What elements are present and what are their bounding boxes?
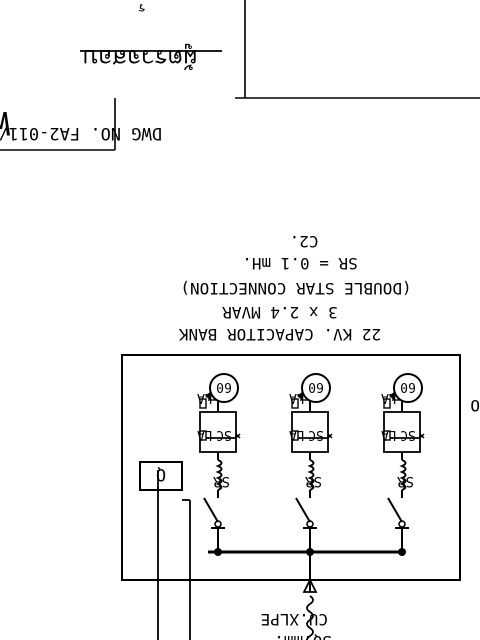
arrester-icon bbox=[199, 430, 207, 441]
title-block: ผู้ตรวจสอบ ร W/ DWG NO. FA2-011/63070 bbox=[0, 0, 480, 151]
arrow-icon bbox=[205, 392, 210, 400]
cable-type: CU.XLPE bbox=[261, 610, 328, 629]
arrester-icon bbox=[199, 398, 207, 409]
capacitor-label: SC bbox=[400, 427, 416, 442]
bank-enclosure bbox=[121, 354, 461, 581]
relay-label: Q bbox=[156, 464, 166, 484]
cable-size: SQ.mm. bbox=[274, 632, 332, 640]
star-mark bbox=[419, 433, 425, 439]
disconnect-switch-icon bbox=[203, 497, 219, 523]
field-box-text: W/ bbox=[0, 104, 10, 142]
star-mark bbox=[327, 433, 333, 439]
protection-circle bbox=[301, 373, 331, 403]
capacitor-label: SC bbox=[216, 427, 232, 442]
protection-label: 60 bbox=[308, 379, 324, 394]
cable-icon bbox=[306, 595, 314, 640]
series-reactor-icon bbox=[215, 459, 223, 491]
bank-rating: 3 x 2.4 MVAR bbox=[222, 303, 338, 322]
arrow-icon bbox=[389, 392, 394, 400]
protection-branch: Q bbox=[139, 461, 191, 640]
protection-circle bbox=[209, 373, 239, 403]
feeder: CU.XLPE SQ.mm. bbox=[261, 552, 332, 640]
reactor-label: SR bbox=[397, 473, 414, 489]
capacitor-label: SC bbox=[308, 427, 324, 442]
arrester-label: LA bbox=[381, 427, 397, 442]
bank-designation: C2. bbox=[290, 232, 319, 251]
bus-bar bbox=[208, 548, 406, 556]
reactor-label: SR bbox=[213, 473, 230, 489]
dwg-number: DWG NO. FA2-011/63070 bbox=[0, 123, 162, 143]
bank-connection: (DOUBLE STAR CONNECTION) bbox=[180, 279, 411, 298]
cable-termination-icon bbox=[302, 577, 318, 593]
protection-label: 60 bbox=[216, 379, 232, 394]
arrester-icon bbox=[291, 430, 299, 441]
arrester-icon bbox=[383, 430, 391, 441]
edge-glyph: O bbox=[470, 396, 480, 415]
star-mark bbox=[235, 433, 241, 439]
disconnect-switch-icon bbox=[387, 497, 403, 523]
signature-label: ผู้ตรวจสอบ bbox=[83, 43, 197, 72]
bank-description: 22 KV. CAPACITOR BANK 3 x 2.4 MVAR (DOUB… bbox=[178, 232, 411, 344]
protection-circle bbox=[393, 373, 423, 403]
bank-title: 22 KV. CAPACITOR BANK bbox=[178, 325, 381, 344]
signature-mark: ร bbox=[138, 0, 145, 15]
relay-box bbox=[139, 461, 183, 491]
arrester-label: LA bbox=[197, 427, 213, 442]
arrow-icon bbox=[297, 392, 302, 400]
arrester-icon bbox=[383, 398, 391, 409]
arrester-label: LA bbox=[289, 427, 305, 442]
arrester-icon bbox=[291, 398, 299, 409]
protection-label: 60 bbox=[400, 379, 416, 394]
series-reactor-rating: SR = 0.1 mH. bbox=[242, 254, 358, 273]
reactor-label: SR bbox=[305, 473, 322, 489]
series-reactor-icon bbox=[399, 459, 407, 491]
disconnect-switch-icon bbox=[295, 497, 311, 523]
series-reactor-icon bbox=[307, 459, 315, 491]
